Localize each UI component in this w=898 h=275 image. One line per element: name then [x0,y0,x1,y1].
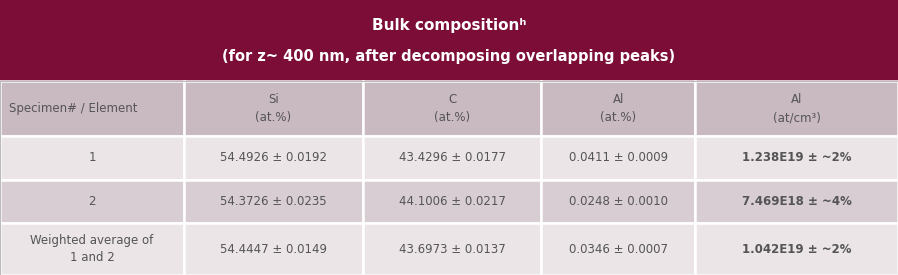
Text: 0.0411 ± 0.0009: 0.0411 ± 0.0009 [568,151,668,164]
Text: 54.3726 ± 0.0235: 54.3726 ± 0.0235 [220,195,327,208]
Bar [541,81,695,136]
Bar [695,180,898,223]
Bar [0,0,898,81]
Text: 1.042E19 ± ~2%: 1.042E19 ± ~2% [742,243,851,255]
Text: C
(at.%): C (at.%) [434,93,471,124]
Bar [184,81,363,136]
Bar [541,136,695,180]
Text: Specimen# / Element: Specimen# / Element [9,102,137,115]
Bar [695,81,898,136]
Text: 0.0346 ± 0.0007: 0.0346 ± 0.0007 [568,243,668,255]
Text: 0.0248 ± 0.0010: 0.0248 ± 0.0010 [568,195,668,208]
Bar [0,81,898,275]
Bar [184,180,363,223]
Text: 7.469E18 ± ~4%: 7.469E18 ± ~4% [742,195,851,208]
Bar [541,180,695,223]
Bar [0,180,184,223]
Bar [695,136,898,180]
Text: 2: 2 [88,195,96,208]
Bar [541,223,695,275]
Bar [363,223,541,275]
Text: Si
(at.%): Si (at.%) [255,93,292,124]
Text: Bulk compositionʰ: Bulk compositionʰ [372,18,526,34]
Bar [363,81,541,136]
Bar [0,223,184,275]
Text: Al
(at/cm³): Al (at/cm³) [772,93,821,124]
Text: 54.4447 ± 0.0149: 54.4447 ± 0.0149 [220,243,327,255]
Bar [363,136,541,180]
Text: 1.238E19 ± ~2%: 1.238E19 ± ~2% [742,151,851,164]
Text: 44.1006 ± 0.0217: 44.1006 ± 0.0217 [399,195,506,208]
Bar [0,81,184,136]
Text: Al
(at.%): Al (at.%) [600,93,637,124]
Text: 1: 1 [88,151,96,164]
Text: 43.6973 ± 0.0137: 43.6973 ± 0.0137 [399,243,506,255]
Bar [0,136,184,180]
Bar [363,180,541,223]
Text: Weighted average of
1 and 2: Weighted average of 1 and 2 [31,234,154,264]
Text: 43.4296 ± 0.0177: 43.4296 ± 0.0177 [399,151,506,164]
Bar [695,223,898,275]
Bar [184,223,363,275]
Bar [184,136,363,180]
Text: 54.4926 ± 0.0192: 54.4926 ± 0.0192 [220,151,327,164]
Text: (for z~ 400 nm, after decomposing overlapping peaks): (for z~ 400 nm, after decomposing overla… [223,49,675,64]
